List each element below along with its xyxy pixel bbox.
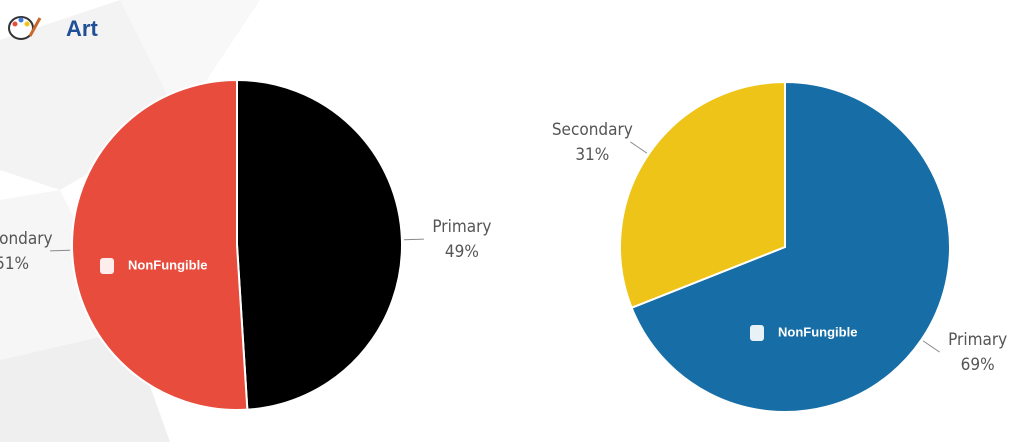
slice-value-label: 51% <box>0 254 29 274</box>
bg-poly <box>120 0 260 120</box>
pie-slice <box>71 78 249 411</box>
watermark: NonFungible <box>128 257 207 272</box>
slice-label: Secondary <box>552 120 633 140</box>
slice-label: Secondary <box>0 229 53 249</box>
leader-line <box>403 238 424 241</box>
watermark-icon <box>750 325 764 341</box>
pie-slice <box>630 80 951 413</box>
slice-value-label: 31% <box>575 145 609 165</box>
slice-label: Primary <box>432 217 491 237</box>
leader-line <box>922 340 940 353</box>
pie-slice <box>236 78 403 411</box>
leader-line <box>50 249 71 252</box>
slice-value-label: 69% <box>961 355 995 375</box>
pie-slice <box>619 80 786 310</box>
slice-value-label: 49% <box>445 242 479 262</box>
watermark-icon <box>100 258 114 274</box>
leader-line <box>630 141 648 154</box>
background-shapes <box>0 0 260 442</box>
slice-label: Primary <box>948 330 1007 350</box>
watermark: NonFungible <box>778 324 857 339</box>
section-title: Art <box>66 16 98 41</box>
palette-icon <box>8 16 42 40</box>
